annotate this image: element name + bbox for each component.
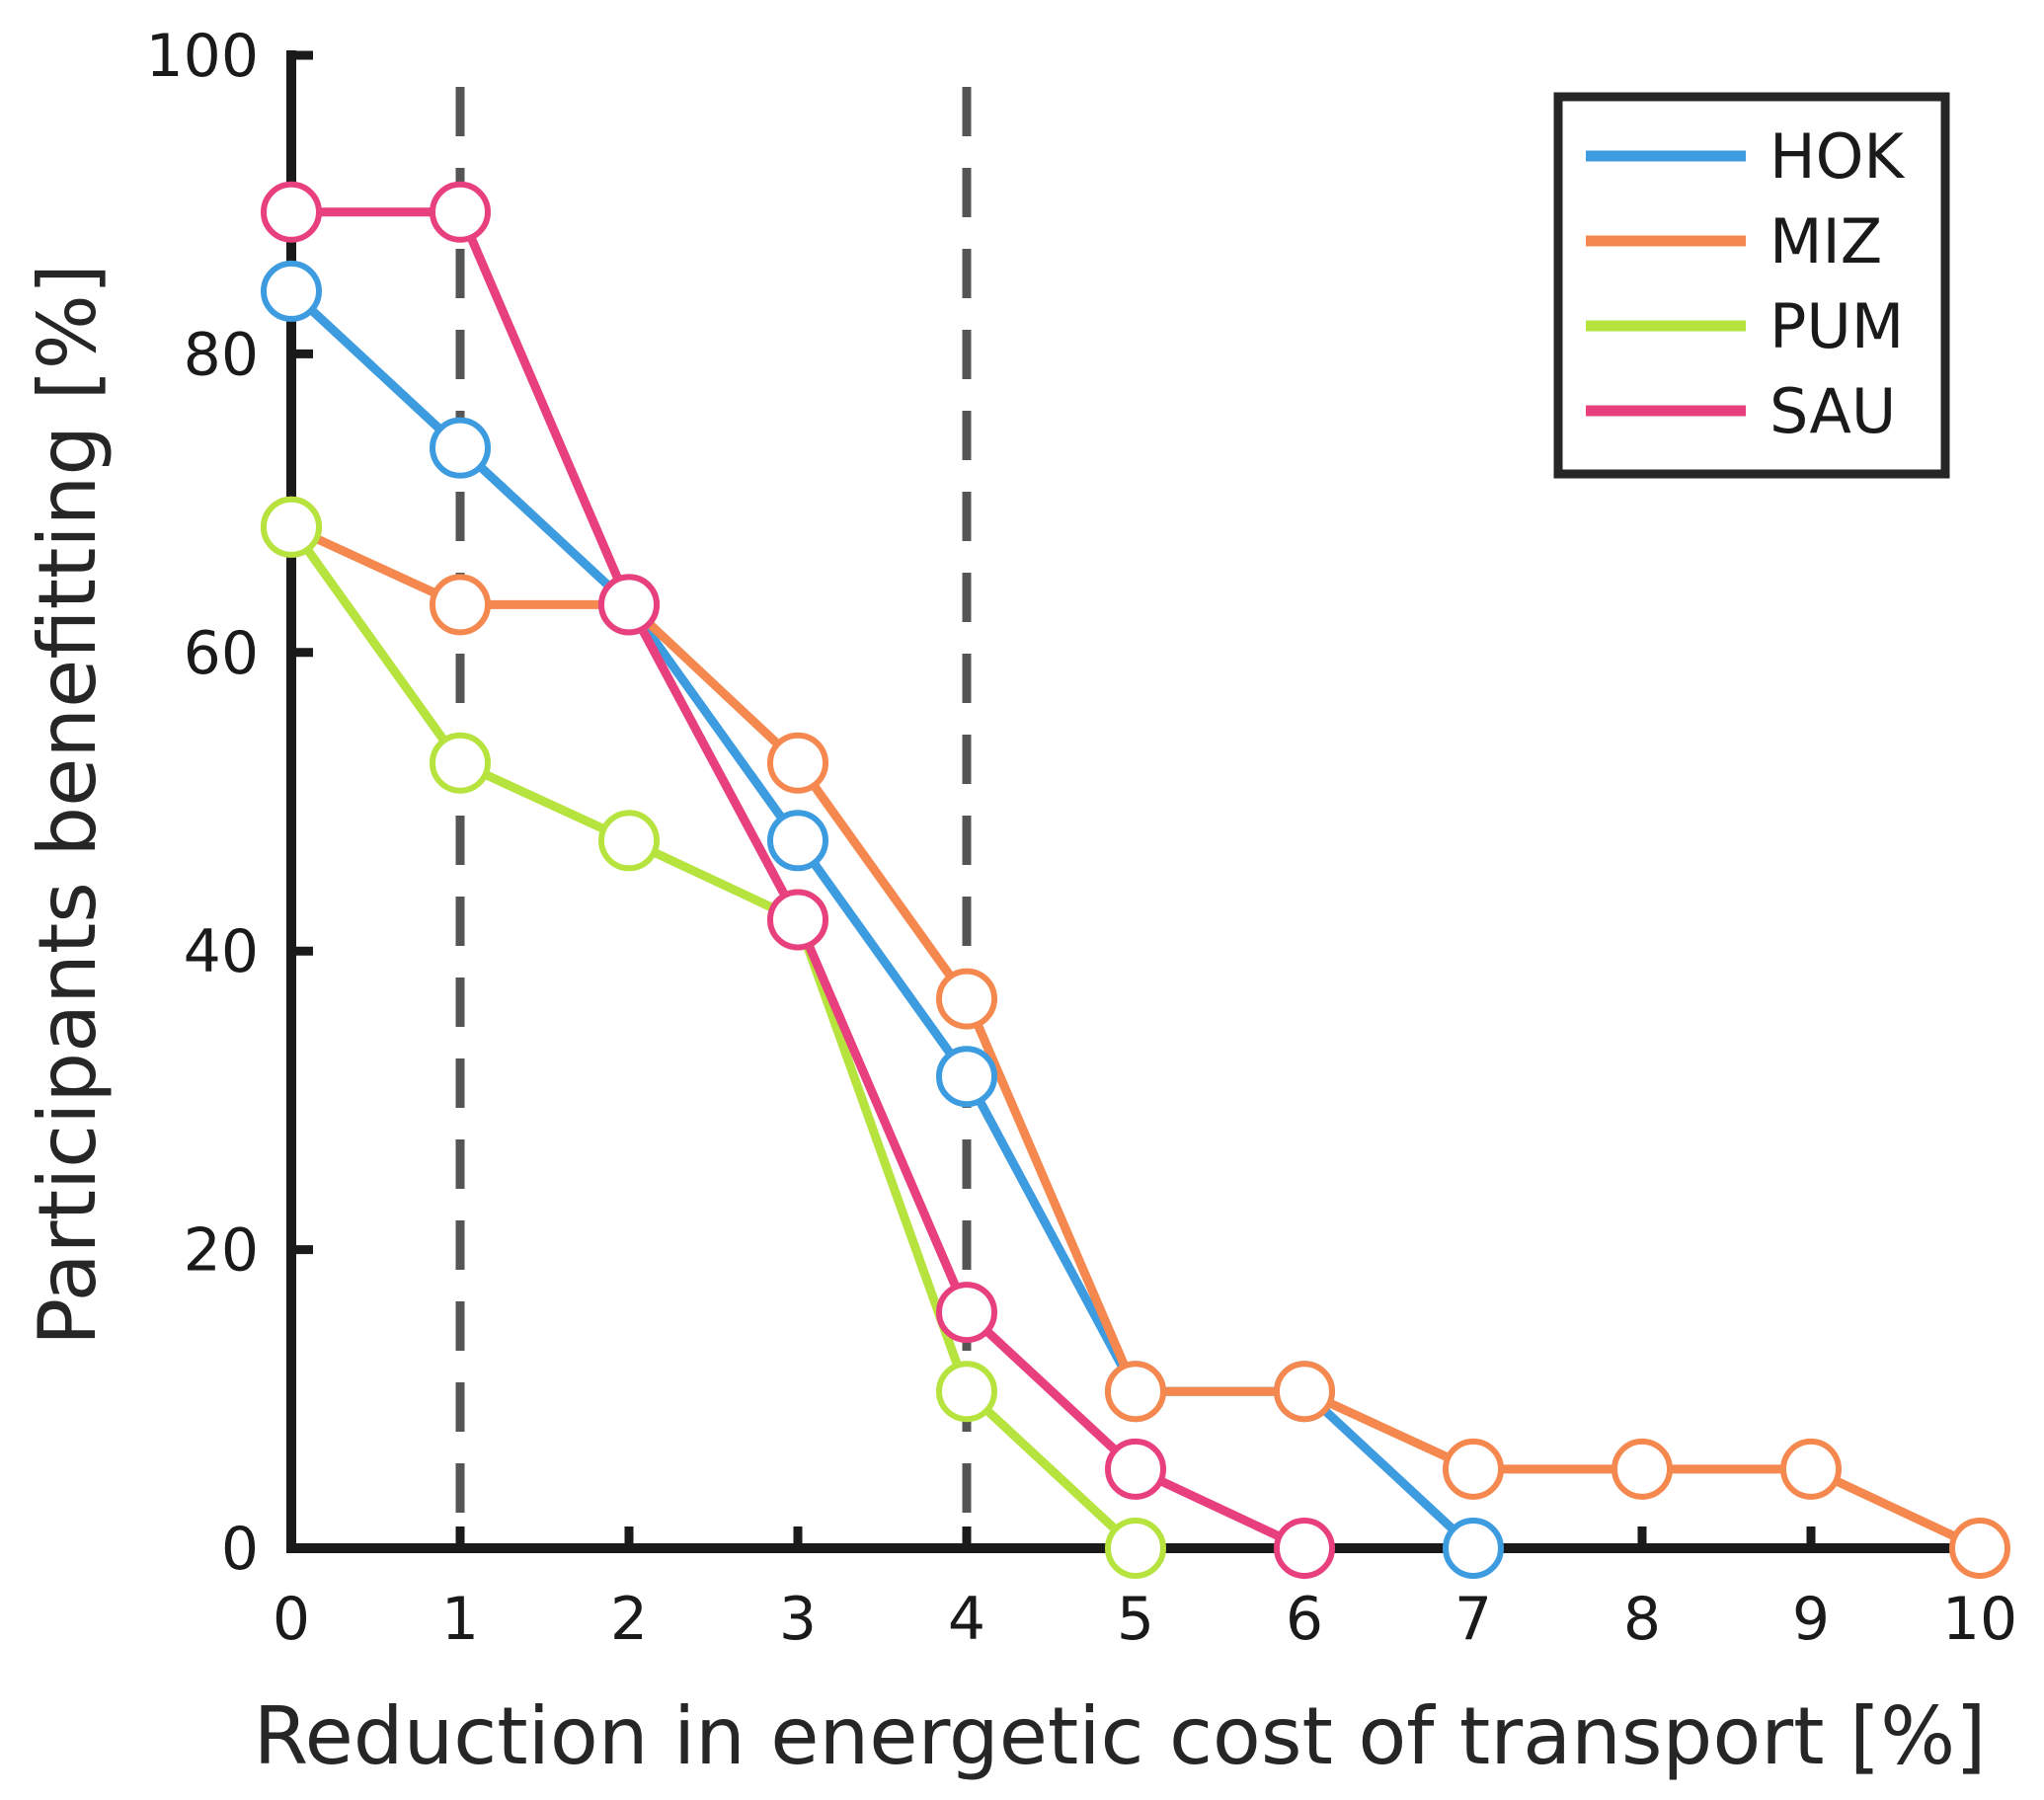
legend-label-hok: HOK <box>1769 120 1905 193</box>
legend-label-miz: MIZ <box>1769 205 1882 277</box>
data-point-hok-3 <box>767 810 828 872</box>
y-tick-label-80: 80 <box>184 320 259 389</box>
reference-lines <box>455 87 972 1548</box>
series-line-hok <box>287 287 1477 1552</box>
data-point-sau-1 <box>430 181 491 243</box>
x-tick-label-3: 3 <box>779 1585 817 1654</box>
legend-label-pum: PUM <box>1769 290 1904 362</box>
data-point-miz-6 <box>1274 1361 1335 1423</box>
data-point-pum-2 <box>598 810 660 872</box>
data-point-sau-3 <box>767 889 828 951</box>
y-axis-label: Participants benefitting [%] <box>22 264 114 1346</box>
data-point-miz-3 <box>767 732 828 794</box>
data-point-pum-0 <box>261 496 322 558</box>
data-point-hok-0 <box>261 260 322 322</box>
data-point-miz-1 <box>430 574 491 636</box>
legend-label-sau: SAU <box>1769 375 1896 447</box>
y-tick-label-100: 100 <box>145 22 259 91</box>
x-tick-label-2: 2 <box>610 1585 648 1654</box>
data-point-pum-4 <box>936 1361 997 1423</box>
data-point-hok-4 <box>936 1046 997 1108</box>
x-tick-label-0: 0 <box>273 1585 310 1654</box>
data-point-miz-5 <box>1105 1361 1166 1423</box>
y-tick-label-60: 60 <box>184 619 259 688</box>
data-point-miz-9 <box>1780 1438 1842 1500</box>
data-point-pum-5 <box>1105 1518 1166 1579</box>
data-point-pum-1 <box>430 732 491 794</box>
y-tick-label-0: 0 <box>221 1515 259 1584</box>
legend-entries: HOK MIZ PUM SAU <box>1586 120 1905 447</box>
data-point-sau-2 <box>598 574 660 636</box>
x-tick-label-5: 5 <box>1117 1585 1154 1654</box>
x-axis-label: Reduction in energetic cost of transport… <box>254 1690 1987 1782</box>
x-tick-label-9: 9 <box>1792 1585 1830 1654</box>
data-point-sau-4 <box>936 1282 997 1344</box>
data-point-hok-1 <box>430 417 491 479</box>
series-line-pum <box>287 524 1140 1552</box>
x-tick-label-7: 7 <box>1454 1585 1492 1654</box>
data-point-miz-7 <box>1443 1438 1504 1500</box>
y-tick-label-20: 20 <box>184 1216 259 1286</box>
data-point-miz-8 <box>1612 1438 1673 1500</box>
x-tick-label-8: 8 <box>1623 1585 1661 1654</box>
data-point-miz-4 <box>936 968 997 1030</box>
data-point-sau-0 <box>261 181 322 243</box>
data-point-hok-7 <box>1443 1518 1504 1579</box>
x-tick-label-1: 1 <box>441 1585 479 1654</box>
data-point-sau-5 <box>1105 1438 1166 1500</box>
legend: HOK MIZ PUM SAU <box>1553 92 1950 479</box>
data-point-sau-6 <box>1274 1518 1335 1579</box>
series-line-sau <box>291 207 1306 1553</box>
x-tick-label-4: 4 <box>948 1585 985 1654</box>
x-tick-label-6: 6 <box>1286 1585 1323 1654</box>
data-point-miz-10 <box>1949 1518 2010 1579</box>
series-layer <box>261 181 2010 1579</box>
y-tick-label-40: 40 <box>184 917 259 986</box>
x-tick-label-10: 10 <box>1942 1585 2017 1654</box>
